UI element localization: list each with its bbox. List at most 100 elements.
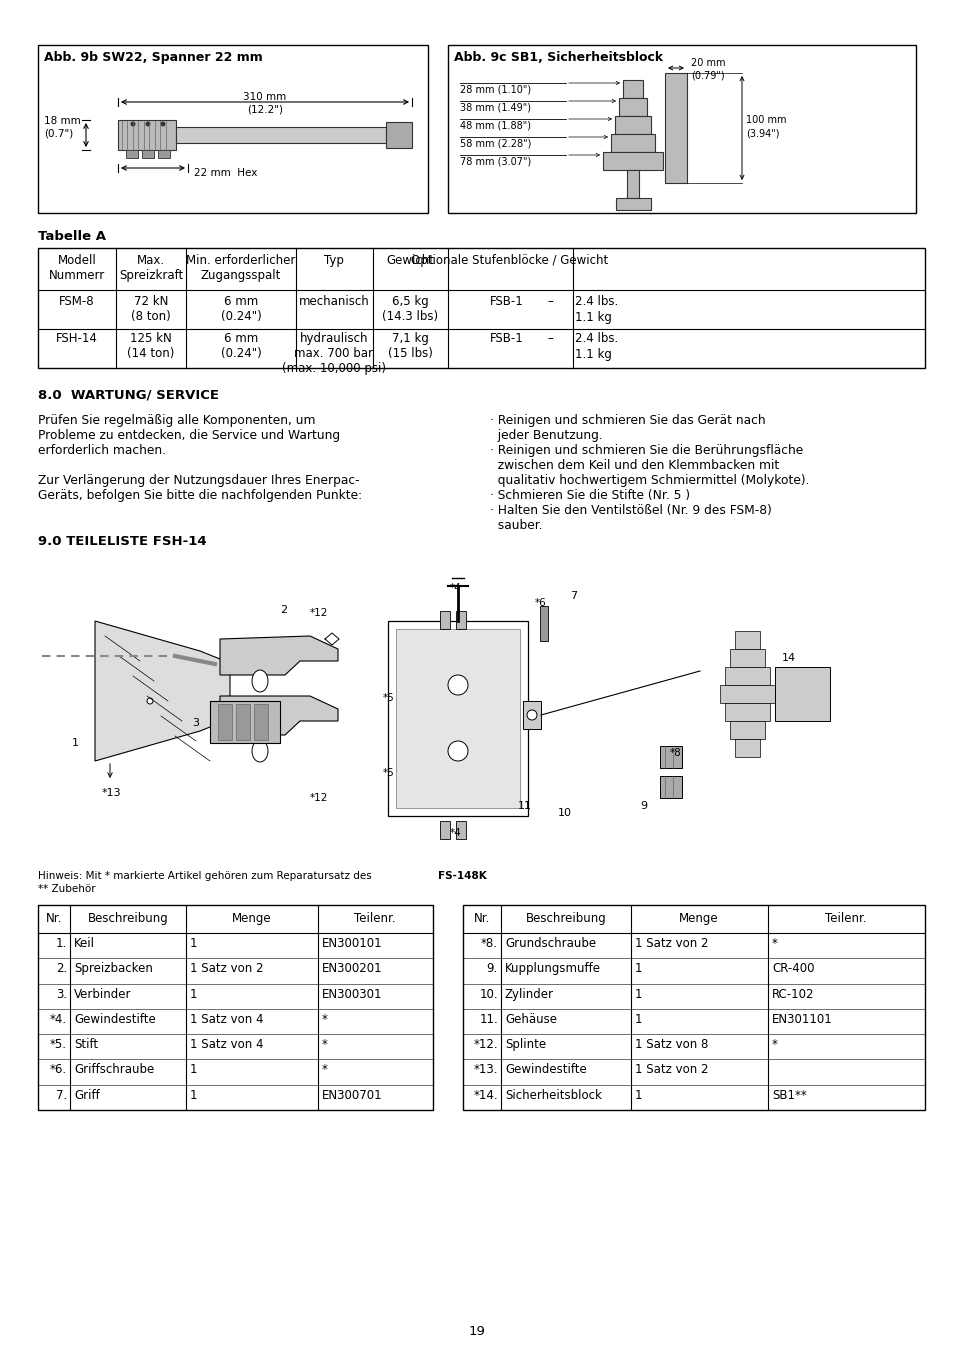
Text: 1: 1 (635, 1088, 641, 1102)
Bar (388, 621, 527, 815)
Text: 1.1 kg: 1.1 kg (575, 310, 611, 324)
Bar (659, 776, 681, 798)
Text: 310 mm: 310 mm (243, 92, 286, 103)
Text: 6,5 kg
(14.3 lbs): 6,5 kg (14.3 lbs) (381, 296, 437, 323)
Text: FSM-8: FSM-8 (59, 296, 94, 308)
Bar (659, 747, 681, 768)
Text: 2.4 lbs.: 2.4 lbs. (575, 332, 618, 346)
Text: 3: 3 (192, 718, 199, 728)
Text: Keil: Keil (74, 937, 95, 950)
Text: EN300301: EN300301 (322, 988, 382, 1000)
Text: 10: 10 (558, 809, 572, 818)
Bar (626, 170, 639, 198)
Bar (142, 150, 153, 158)
Text: 11.: 11. (478, 1012, 497, 1026)
Text: 1 Satz von 2: 1 Satz von 2 (635, 937, 708, 950)
Text: Griffschraube: Griffschraube (74, 1064, 154, 1076)
Bar (175, 127, 386, 143)
Bar (615, 116, 650, 134)
Bar (729, 649, 764, 667)
Text: *: * (322, 1038, 328, 1052)
Text: Splinte: Splinte (504, 1038, 545, 1052)
Text: 1: 1 (190, 937, 197, 950)
Text: *12: *12 (310, 608, 328, 618)
Text: *5: *5 (382, 693, 395, 703)
Text: 6 mm
(0.24"): 6 mm (0.24") (220, 296, 261, 323)
Text: CR-400: CR-400 (771, 963, 814, 975)
Text: –: – (546, 296, 553, 308)
Text: 72 kN
(8 ton): 72 kN (8 ton) (131, 296, 171, 323)
Text: 1 Satz von 4: 1 Satz von 4 (190, 1012, 263, 1026)
Text: · Reinigen und schmieren Sie das Gerät nach
  jeder Benutzung.
· Reinigen und sc: · Reinigen und schmieren Sie das Gerät n… (490, 414, 809, 532)
Text: *4.: *4. (50, 1012, 67, 1026)
Text: EN300101: EN300101 (322, 937, 382, 950)
Bar (439, 821, 450, 838)
Text: (0.79"): (0.79") (690, 72, 724, 81)
Bar (38, 248, 924, 369)
Text: Menge: Menge (679, 913, 718, 925)
Circle shape (147, 698, 152, 703)
Bar (720, 684, 774, 703)
Text: EN300201: EN300201 (322, 963, 382, 975)
Bar (539, 606, 547, 641)
Text: 19: 19 (468, 1324, 485, 1338)
Text: 9: 9 (639, 801, 646, 811)
Bar (734, 738, 760, 757)
Text: 1 Satz von 2: 1 Satz von 2 (190, 963, 263, 975)
Bar (724, 703, 769, 721)
Ellipse shape (252, 740, 268, 761)
Text: Stift: Stift (74, 1038, 98, 1052)
Polygon shape (220, 697, 337, 734)
Text: 8.0  WARTUNG/ SERVICE: 8.0 WARTUNG/ SERVICE (38, 387, 219, 401)
Bar (38, 904, 433, 1110)
Text: 2.4 lbs.: 2.4 lbs. (575, 296, 618, 308)
Text: 1: 1 (635, 963, 641, 975)
Text: *6.: *6. (50, 1064, 67, 1076)
Text: Spreizbacken: Spreizbacken (74, 963, 152, 975)
Text: Min. erforderlicher
Zugangsspalt: Min. erforderlicher Zugangsspalt (186, 254, 295, 282)
Bar (734, 630, 760, 649)
Text: Beschreibung: Beschreibung (525, 913, 606, 925)
Text: (12.2"): (12.2") (247, 105, 283, 115)
Text: Teilenr.: Teilenr. (824, 913, 866, 925)
Text: mechanisch: mechanisch (298, 296, 369, 308)
Text: 1: 1 (635, 1012, 641, 1026)
Text: 9.: 9. (486, 963, 497, 975)
Bar (664, 73, 686, 184)
Text: *6: *6 (535, 598, 546, 608)
Bar (448, 45, 915, 213)
Text: Tabelle A: Tabelle A (38, 230, 106, 243)
Text: 1.: 1. (55, 937, 67, 950)
Text: 9.0 TEILELISTE FSH-14: 9.0 TEILELISTE FSH-14 (38, 535, 207, 548)
Text: FSH-14: FSH-14 (56, 332, 98, 346)
Text: 3.: 3. (56, 988, 67, 1000)
Text: *13: *13 (102, 788, 121, 798)
Text: *13.: *13. (473, 1064, 497, 1076)
Text: 28 mm (1.10"): 28 mm (1.10") (459, 85, 531, 94)
Bar (456, 821, 465, 838)
Text: FSB-1: FSB-1 (490, 332, 523, 346)
Bar (118, 120, 175, 150)
Text: 2: 2 (280, 605, 287, 616)
Bar (602, 153, 662, 170)
Text: Nr.: Nr. (474, 913, 490, 925)
Bar (616, 198, 650, 211)
Text: Gewicht: Gewicht (386, 254, 434, 267)
Text: (0.7"): (0.7") (44, 130, 73, 139)
Text: 10.: 10. (478, 988, 497, 1000)
Text: 2.: 2. (55, 963, 67, 975)
Text: *: * (771, 1038, 777, 1052)
Text: *4: *4 (450, 828, 461, 838)
Bar (395, 629, 519, 809)
Bar (386, 122, 412, 148)
Bar (158, 150, 170, 158)
Text: 18 mm: 18 mm (44, 116, 81, 126)
Polygon shape (220, 636, 337, 675)
Text: .: . (482, 871, 486, 882)
Text: ** Zubehör: ** Zubehör (38, 884, 95, 894)
Text: FS-148K: FS-148K (437, 871, 486, 882)
Text: Gewindestifte: Gewindestifte (74, 1012, 155, 1026)
Bar (235, 703, 250, 740)
Text: RC-102: RC-102 (771, 988, 814, 1000)
Text: 1: 1 (71, 738, 79, 748)
